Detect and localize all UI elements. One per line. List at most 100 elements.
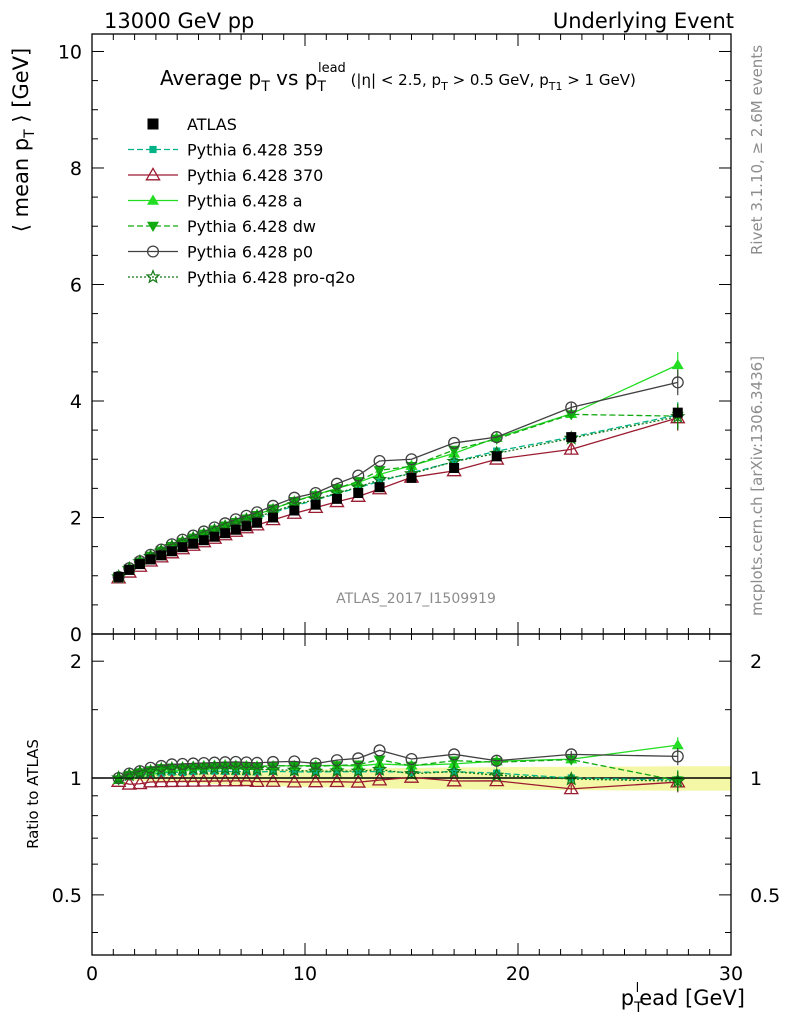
ratio-y-tick-label-right: 0.5 <box>750 885 780 907</box>
data-point <box>350 763 366 778</box>
data-point <box>493 447 501 455</box>
data-point <box>268 512 279 523</box>
data-point <box>374 482 385 493</box>
data-point <box>206 773 223 787</box>
data-point <box>448 445 461 456</box>
data-point <box>265 761 281 777</box>
data-point <box>563 771 579 786</box>
series-line <box>118 416 678 578</box>
data-point <box>671 376 684 389</box>
data-point <box>309 762 322 773</box>
ratio-y-tick-label: 2 <box>70 651 82 673</box>
data-point <box>147 118 159 130</box>
data-point <box>219 761 232 772</box>
series-line <box>118 381 678 578</box>
data-point <box>446 763 462 779</box>
data-point <box>230 524 241 535</box>
data-point <box>220 528 231 539</box>
legend-label: Pythia 6.428 dw <box>187 217 316 236</box>
ratio-series-pythia-6-428-pro-q2o <box>111 760 686 792</box>
data-point <box>217 773 233 787</box>
data-point <box>156 550 167 561</box>
data-point <box>238 772 255 787</box>
data-point <box>147 194 159 205</box>
data-point <box>166 546 177 557</box>
data-point <box>290 768 298 776</box>
data-point <box>249 761 265 776</box>
data-point <box>124 564 135 575</box>
data-point <box>373 466 386 477</box>
data-point <box>132 764 148 779</box>
data-point <box>565 410 578 421</box>
data-point <box>353 488 364 499</box>
data-point <box>111 770 127 785</box>
data-point <box>373 744 386 757</box>
data-point <box>228 772 244 787</box>
data-point <box>565 748 578 761</box>
data-point <box>198 535 209 546</box>
header-left: 13000 GeV pp <box>104 9 254 33</box>
data-point <box>165 763 178 774</box>
y-tick-label: 8 <box>70 158 82 180</box>
ratio-y-tick-label-right: 1 <box>750 768 762 790</box>
ratio-series-line <box>118 776 678 790</box>
data-point <box>153 773 169 788</box>
data-point <box>333 768 341 776</box>
data-point <box>209 531 220 542</box>
data-point <box>354 768 362 776</box>
data-point <box>407 768 416 777</box>
data-point <box>671 739 684 750</box>
data-point <box>249 773 265 788</box>
data-point <box>448 436 461 449</box>
y-tick-label: 4 <box>70 391 82 413</box>
legend-label: Pythia 6.428 359 <box>187 141 323 160</box>
data-point <box>142 774 159 788</box>
data-point <box>671 358 684 370</box>
ratio-series-line <box>118 767 678 782</box>
data-point <box>329 773 345 788</box>
ratio-y-tick-label-right: 2 <box>750 651 762 673</box>
data-point <box>286 762 302 777</box>
data-point <box>670 773 686 788</box>
data-point <box>373 755 386 766</box>
series-pythia-6-428-359 <box>115 402 682 582</box>
data-point <box>405 752 418 766</box>
data-point <box>375 767 384 776</box>
legend-label: Pythia 6.428 a <box>187 192 303 211</box>
data-point <box>403 765 420 781</box>
legend-label: Pythia 6.428 pro-q2o <box>187 268 355 287</box>
rivet-label: Rivet 3.1.10, ≥ 2.6M events <box>748 45 766 255</box>
mcplots-label: mcplots.cern.ch [arXiv:1306.3436] <box>748 356 766 616</box>
header-right: Underlying Event <box>553 9 734 33</box>
data-point <box>145 167 161 181</box>
data-point <box>563 441 579 455</box>
data-point <box>288 755 301 768</box>
data-point <box>371 772 388 786</box>
legend-label: Pythia 6.428 p0 <box>187 243 313 262</box>
data-point <box>330 761 343 772</box>
series-line <box>118 414 678 579</box>
data-point <box>134 559 145 570</box>
data-point <box>252 517 263 528</box>
data-point <box>145 269 161 284</box>
data-point <box>448 748 461 761</box>
main-panel: 0 2 4 6 8 10 <box>58 33 732 646</box>
x-tick-label: 30 <box>719 963 743 985</box>
data-point <box>265 773 281 787</box>
x-tick-label: 10 <box>293 963 317 985</box>
data-point <box>331 493 342 504</box>
data-point <box>329 762 345 778</box>
series-line <box>118 417 678 579</box>
data-point <box>371 761 388 777</box>
data-point <box>251 756 264 769</box>
data-point <box>565 755 578 766</box>
data-point <box>147 221 159 232</box>
data-point <box>266 755 280 769</box>
legend-label: Pythia 6.428 370 <box>187 166 323 185</box>
ratio-y-tick-label: 1 <box>70 768 82 790</box>
data-point <box>208 762 221 773</box>
data-point <box>309 486 322 500</box>
y-tick-label: 6 <box>70 274 82 296</box>
data-point <box>310 499 321 510</box>
